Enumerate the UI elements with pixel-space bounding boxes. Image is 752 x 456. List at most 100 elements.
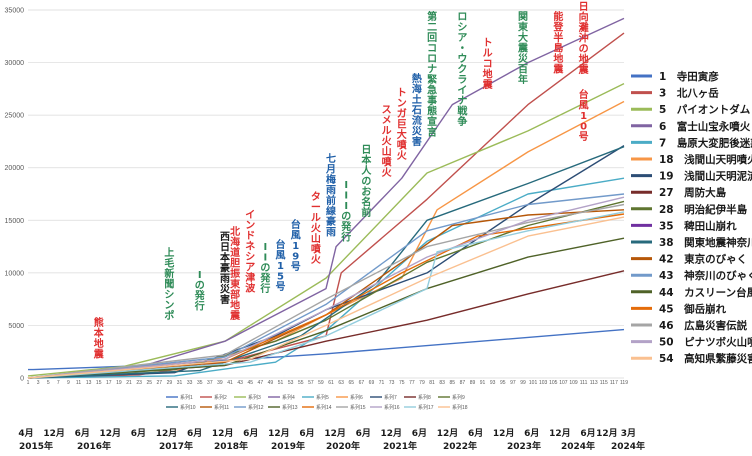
timeline-month: 6月 bbox=[412, 428, 427, 439]
annotation-char: 海 bbox=[412, 83, 422, 96]
annotation-char: 震 bbox=[483, 79, 494, 91]
legend-label: 系列10 bbox=[180, 404, 196, 411]
x-tick-label: 61 bbox=[328, 380, 334, 386]
timeline-year: 2023年 bbox=[507, 440, 541, 452]
x-tick-label: 103 bbox=[539, 380, 548, 386]
annotation-char: ウ bbox=[457, 53, 467, 65]
annotation-char: シ bbox=[457, 22, 467, 34]
annotation-char: 西 bbox=[220, 231, 230, 243]
x-tick-label: 29 bbox=[167, 380, 173, 386]
legend-label: 系列9 bbox=[452, 394, 465, 401]
x-tick-label: 81 bbox=[429, 380, 435, 386]
annotation-char: 害 bbox=[412, 135, 422, 148]
x-tick-label: 53 bbox=[288, 380, 294, 386]
annotation-char: 1 bbox=[292, 241, 299, 252]
timeline-month: 6月 bbox=[580, 428, 595, 439]
annotation-char: 本 bbox=[94, 327, 105, 340]
x-tick-label: 83 bbox=[439, 380, 445, 386]
timeline-year: 2024年 bbox=[561, 440, 595, 452]
annotation-char: 争 bbox=[457, 115, 467, 128]
right-legend-label: 45 御岳崩れ bbox=[659, 302, 727, 315]
x-tick-label: 47 bbox=[258, 380, 264, 386]
annotation-char: 行 bbox=[259, 282, 270, 295]
annotation-char: ロ bbox=[457, 12, 467, 23]
x-tick-label: 111 bbox=[580, 380, 588, 386]
y-tick-label: 25000 bbox=[5, 113, 25, 120]
annotation-char: 大 bbox=[397, 128, 407, 141]
annotation-char: 火 bbox=[397, 150, 408, 162]
annotation-char: 震 bbox=[553, 64, 564, 76]
annotation-char: 火 bbox=[311, 254, 322, 266]
legend-label: 系列12 bbox=[248, 404, 264, 411]
annotation-char: 震 bbox=[94, 349, 105, 361]
x-tick-label: 19 bbox=[116, 380, 122, 386]
annotation-char: 登 bbox=[552, 21, 564, 34]
annotation-char: ス bbox=[382, 104, 392, 116]
annotation-char: シ bbox=[245, 251, 255, 263]
series-line bbox=[27, 209, 625, 379]
annotation-char: 震 bbox=[518, 43, 529, 55]
legend-label: 系列1 bbox=[180, 394, 193, 401]
legend-label: 系列6 bbox=[350, 394, 363, 401]
annotation-char: 回 bbox=[427, 32, 437, 44]
x-tick-label: 27 bbox=[157, 380, 163, 386]
annotation-char: 第 bbox=[427, 10, 437, 23]
x-tick-label: 101 bbox=[529, 380, 538, 386]
timeline-month: 12月 bbox=[268, 428, 290, 439]
y-tick-label: 30000 bbox=[5, 60, 25, 67]
timeline-year: 2019年 bbox=[271, 440, 305, 452]
series-lines bbox=[27, 17, 625, 379]
x-axis-ticks: 1 3 5 7 9 11 13 15 17 19 21 23 25 27 29 31 33 35 37 39 41 43 4… bbox=[27, 380, 629, 386]
annotation-char: 害 bbox=[220, 293, 230, 306]
annotation-char: I bbox=[344, 180, 348, 191]
x-tick-label: 87 bbox=[460, 380, 466, 386]
timeline-month: 12月 bbox=[43, 428, 65, 439]
annotation-char: 事 bbox=[427, 94, 437, 107]
timeline-month: 12月 bbox=[437, 428, 459, 439]
legend-label: 系列17 bbox=[418, 404, 434, 411]
annotation-char: I bbox=[264, 242, 268, 253]
x-tick-label: 65 bbox=[348, 380, 354, 386]
right-legend-label: 50 ピナツボ火山噴火 bbox=[659, 336, 752, 349]
timeline-month: 12月 bbox=[549, 428, 571, 439]
x-tick-label: 85 bbox=[449, 380, 455, 386]
legend-label: 系列11 bbox=[214, 404, 229, 411]
annotation-char: 豪 bbox=[326, 215, 336, 228]
x-tick-label: 67 bbox=[359, 380, 365, 386]
timeline-year: 2018年 bbox=[214, 440, 248, 452]
annotation-char: 向 bbox=[579, 11, 589, 24]
timeline-year: 2017年 bbox=[159, 440, 193, 452]
annotation-char: 台 bbox=[579, 88, 589, 101]
annotation-char: 人 bbox=[361, 164, 372, 177]
x-tick-label: 73 bbox=[389, 380, 395, 386]
annotation-char: 沖 bbox=[579, 32, 589, 45]
x-tick-label: 95 bbox=[500, 380, 506, 386]
annotation-char: ド bbox=[245, 230, 255, 242]
x-tick-label: 109 bbox=[569, 380, 578, 386]
annotation-char: 巨 bbox=[397, 119, 407, 131]
y-tick-label: 20000 bbox=[5, 165, 25, 172]
annotation-char: 振 bbox=[230, 267, 240, 280]
series-line bbox=[27, 203, 625, 379]
timeline-month: 6月 bbox=[243, 428, 258, 439]
legend-label: 系列7 bbox=[384, 394, 397, 401]
annotation-char: I bbox=[344, 191, 348, 202]
annotation-char: 災 bbox=[411, 126, 423, 138]
annotation-char: 年 bbox=[518, 73, 528, 86]
right-legend-label: 43 神奈川のびゃく bbox=[659, 269, 752, 282]
annotation-char: ル bbox=[311, 213, 321, 224]
x-tick-label: 119 bbox=[620, 380, 628, 386]
annotation-char: 行 bbox=[194, 300, 205, 313]
y-tick-label: 35000 bbox=[5, 8, 25, 15]
annotation-char: 0 bbox=[580, 122, 587, 133]
annotation-char: ト bbox=[483, 37, 493, 49]
annotation-char: 熊 bbox=[94, 316, 104, 329]
annotation-char: 地 bbox=[579, 53, 589, 66]
timeline-month: 12月 3月 bbox=[596, 428, 636, 439]
annotation-char: の bbox=[260, 263, 270, 274]
annotation-char: 態 bbox=[427, 105, 437, 118]
x-tick-label: 39 bbox=[217, 380, 223, 386]
x-tick-label: 1 bbox=[27, 380, 30, 386]
annotation-char: 聞 bbox=[164, 279, 174, 291]
